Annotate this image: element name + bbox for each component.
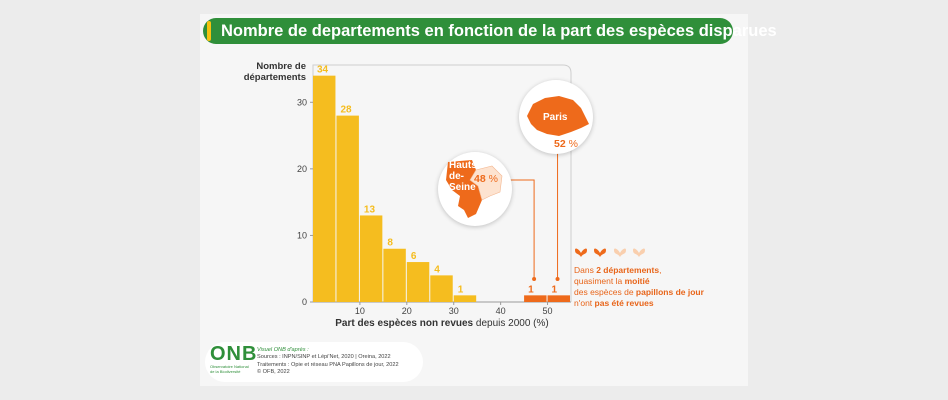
paris-percent: 52 % <box>554 138 578 150</box>
bar <box>547 295 570 302</box>
butterfly-icon <box>575 248 587 257</box>
callout-line-3: des espèces de papillons de jour <box>574 287 704 297</box>
x-axis-label-bold: Part des espèces non revues <box>335 318 474 329</box>
bar-value-label: 8 <box>387 238 393 249</box>
visual-credit: Visuel ONB d'après : <box>257 347 309 353</box>
hauts-de-seine-name-line-2: de- <box>449 171 464 182</box>
bar <box>359 215 383 302</box>
bar-value-label: 1 <box>552 284 558 295</box>
sources-line: Sources : INPN/SINP et Lépi'Net, 2020 | … <box>257 354 391 361</box>
butterfly-icon <box>594 248 607 257</box>
hauts-de-seine-name: Hauts- de- Seine <box>449 160 480 193</box>
bar <box>524 295 547 302</box>
plot-frame <box>312 64 572 302</box>
paris-shape-icon <box>527 96 589 136</box>
butterfly-icon <box>633 248 646 257</box>
y-axis-label: Nombre de départements <box>243 61 306 83</box>
x-tick-label: 20 <box>402 306 412 316</box>
y-tick-label: 20 <box>297 164 307 174</box>
hauts-de-seine-map-circle <box>438 152 512 226</box>
butterfly-row <box>574 246 647 264</box>
bar-value-label: 1 <box>458 284 464 295</box>
x-tick-label: 40 <box>496 306 506 316</box>
paris-name: Paris <box>543 112 568 123</box>
hauts-de-seine-shape-icon <box>446 160 503 218</box>
chart-title: Nombre de departements en fonction de la… <box>203 18 777 44</box>
x-tick-label: 30 <box>449 306 459 316</box>
x-axis-label-rest: depuis 2000 (%) <box>475 318 549 329</box>
callout-text: Dans 2 départements, quasiment la moitié… <box>574 265 744 309</box>
footer-box <box>205 342 423 382</box>
bar <box>313 75 336 303</box>
callout-line-1: Dans 2 départements, <box>574 265 662 275</box>
bar-value-label: 6 <box>411 251 417 262</box>
y-tick-label: 0 <box>302 297 307 307</box>
bar <box>453 295 477 302</box>
paris-map-circle <box>519 80 593 154</box>
callout-line-4: n'ont pas été revues <box>574 298 654 308</box>
bar-value-label: 13 <box>364 204 376 215</box>
hauts-de-seine-percent: 48 % <box>474 173 498 185</box>
x-tick-label: 10 <box>355 306 365 316</box>
hauts-de-seine-name-line-3: Seine <box>449 182 476 193</box>
bar-value-label: 1 <box>528 284 534 295</box>
paris-leader-dot <box>555 277 560 281</box>
y-tick-label: 30 <box>297 97 307 107</box>
hauts-de-seine-leader-line <box>504 179 535 279</box>
onb-logo-subtitle: Observatoire National de la Biodiversité <box>210 364 249 374</box>
processing-line: Traitements : Opie et réseau PNA Papillo… <box>257 361 399 368</box>
bar <box>383 248 406 302</box>
bar-value-label: 28 <box>340 105 352 116</box>
footer-sources: Visuel ONB d'après : Sources : INPN/SINP… <box>257 347 399 377</box>
bar <box>336 115 359 302</box>
x-axis-label: Part des espèces non revues depuis 2000 … <box>313 318 571 329</box>
hauts-de-seine-name-line-1: Hauts- <box>449 160 481 171</box>
x-tick-label: 50 <box>543 306 553 316</box>
bar-value-label: 34 <box>317 65 329 76</box>
callout-line-2: quasiment la moitié <box>574 276 650 286</box>
bar <box>430 275 453 302</box>
y-tick-label: 10 <box>297 230 307 240</box>
title-accent-bar <box>207 21 211 41</box>
bar-value-label: 4 <box>434 264 440 275</box>
onb-logo: ONB <box>210 343 258 365</box>
butterfly-icon <box>613 248 626 257</box>
bar <box>406 262 430 302</box>
copyright-line: © OFB, 2022 <box>257 369 290 376</box>
hauts-de-seine-leader-dot <box>532 277 537 281</box>
